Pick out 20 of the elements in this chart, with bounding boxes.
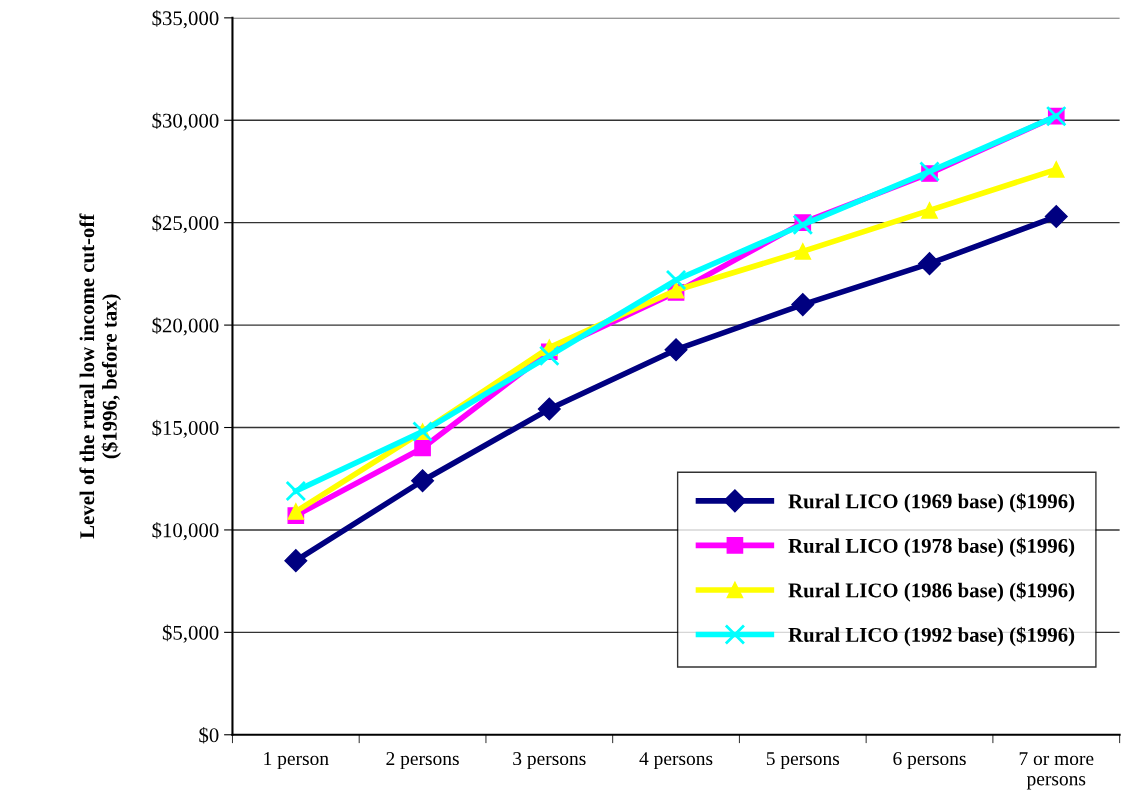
x-tick-label: 5 persons bbox=[766, 752, 840, 770]
legend-label: Rural LICO (1986 base) ($1996) bbox=[788, 582, 1075, 602]
x-tick-label: 6 persons bbox=[893, 752, 966, 770]
legend-label: Rural LICO (1978 base) ($1996) bbox=[788, 537, 1075, 558]
y-tick-label: $10,000 bbox=[152, 522, 219, 541]
y-tick-label: $0 bbox=[199, 726, 219, 744]
legend-label: Rural LICO (1992 base) ($1996) bbox=[788, 626, 1075, 647]
x-tick-label: 7 or more persons bbox=[1019, 752, 1094, 790]
x-tick-label: 1 person bbox=[264, 752, 329, 770]
y-axis-title: Level of the rural low income cut-off ($1996, before tax) bbox=[79, 213, 121, 539]
legend-label: Rural LICO (1969 base) ($1996) bbox=[788, 493, 1075, 513]
y-tick-label: $15,000 bbox=[152, 419, 219, 438]
y-tick-label: $30,000 bbox=[152, 112, 219, 131]
x-tick-label: 2 persons bbox=[386, 752, 459, 770]
x-tick-label: 4 persons bbox=[639, 752, 713, 770]
y-tick-label: $25,000 bbox=[152, 214, 219, 234]
x-tick-label: 3 persons bbox=[513, 752, 586, 770]
y-tick-label: $35,000 bbox=[152, 9, 219, 29]
y-tick-label: $20,000 bbox=[152, 317, 219, 336]
y-tick-label: $5,000 bbox=[162, 624, 219, 643]
